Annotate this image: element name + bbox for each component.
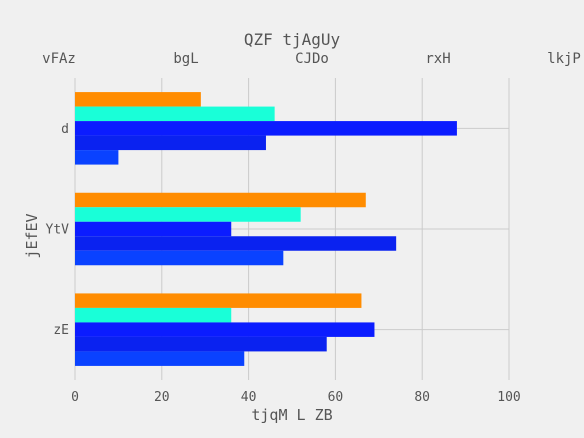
y-tick-label-1: YtV: [46, 223, 70, 238]
y-ticks: d YtV zE: [46, 122, 70, 338]
y-tick-label-0: d: [61, 122, 69, 137]
bar-zE-series-4: [75, 336, 327, 352]
bar-d-series-4: [75, 135, 266, 151]
bar-YtV-series-3: [75, 221, 232, 237]
top-label-4: lkjP: [547, 51, 581, 67]
bar-YtV-series-5: [75, 250, 284, 266]
top-label-3: rxH: [425, 51, 450, 67]
bar-zE-series-1: [75, 293, 362, 308]
top-labels: vFAz bgL CJDo rxH lkjP: [42, 51, 581, 67]
bar-d-series-3: [75, 121, 457, 136]
x-ticks: 0 20 40 60 80 100: [71, 390, 521, 405]
x-axis-label: tjqM L ZB: [251, 406, 332, 424]
bar-zE-series-5: [75, 351, 245, 366]
x-tick-label-1: 20: [154, 390, 170, 405]
top-label-0: vFAz: [42, 51, 76, 67]
x-tick-label-4: 80: [414, 390, 430, 405]
top-label-1: bgL: [173, 51, 198, 67]
bar-zE-series-2: [75, 307, 232, 323]
bar-d-series-2: [75, 106, 275, 122]
x-tick-label-5: 100: [497, 390, 520, 405]
y-axis-label: jEfEV: [23, 213, 41, 258]
x-tick-label-0: 0: [71, 390, 79, 405]
bars: [75, 92, 457, 366]
bar-YtV-series-1: [75, 192, 366, 208]
bar-YtV-series-2: [75, 207, 301, 222]
chart-title: QZF tjAgUy: [244, 30, 341, 49]
bar-d-series-5: [75, 150, 119, 165]
y-tick-label-2: zE: [53, 323, 69, 338]
bar-YtV-series-4: [75, 236, 397, 251]
bar-zE-series-3: [75, 322, 375, 337]
x-tick-label-3: 60: [328, 390, 344, 405]
top-label-2: CJDo: [295, 51, 329, 67]
x-tick-label-2: 40: [241, 390, 257, 405]
bar-d-series-1: [75, 92, 201, 107]
